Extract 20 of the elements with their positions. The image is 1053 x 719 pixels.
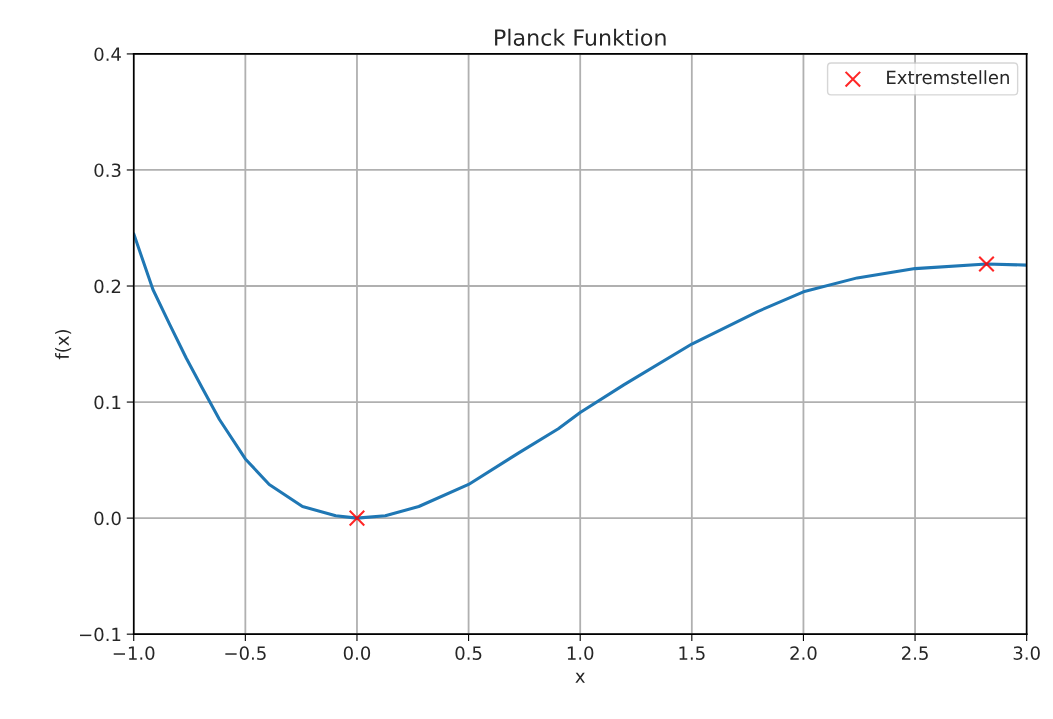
y-tick-label: 0.3 — [94, 163, 121, 178]
x-tick-label: 1.5 — [679, 646, 705, 660]
y-tick-label: −0.1 — [79, 627, 121, 642]
y-tick-label: 0.2 — [94, 279, 121, 294]
y-axis-title: f(x) — [55, 330, 72, 360]
legend-label: Extremstellen — [887, 70, 1009, 85]
line-series — [133, 232, 1027, 520]
y-tick-label: 0.1 — [94, 395, 121, 410]
y-tick-label: 0.0 — [94, 511, 121, 526]
x-tick-label: 2.0 — [790, 646, 817, 660]
x-tick-label: 0.0 — [343, 646, 371, 660]
x-axis-title: x — [575, 672, 585, 683]
x-tick-label: −1.0 — [113, 646, 155, 660]
x-tick-label: 0.5 — [455, 646, 482, 660]
chart-title: Planck Funktion — [495, 28, 666, 46]
y-tick-label: 0.4 — [94, 47, 121, 62]
x-tick-label: −0.5 — [225, 646, 266, 660]
x-tick-label: 3.0 — [1013, 646, 1040, 660]
x-tick-label: 2.5 — [902, 646, 928, 660]
x-tick-label: 1.0 — [567, 646, 594, 660]
